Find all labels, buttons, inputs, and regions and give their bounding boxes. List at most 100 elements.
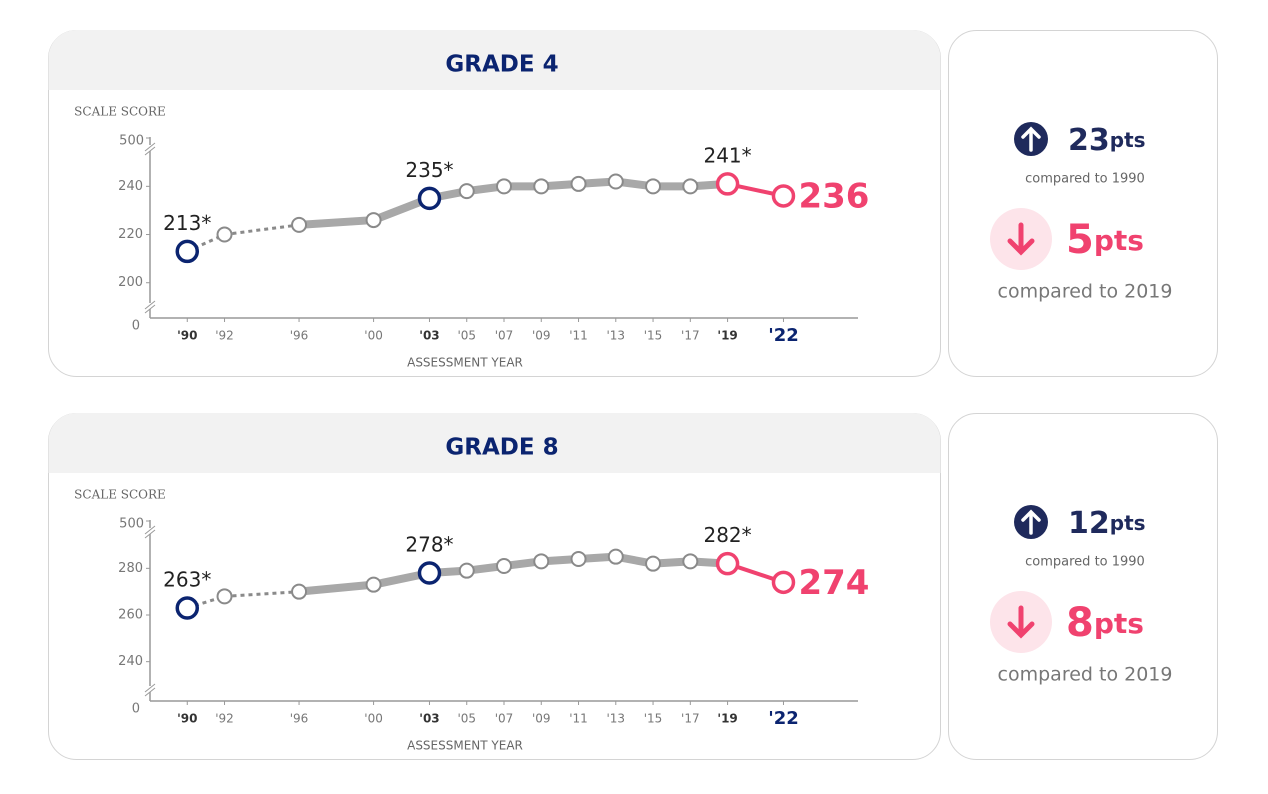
data-point [533, 178, 550, 195]
x-tick-label: '00 [364, 329, 383, 343]
x-tick-label: '13 [607, 712, 626, 726]
axis-break [144, 300, 156, 310]
y-tick-label: 500 [119, 517, 144, 532]
x-tick-label: '09 [532, 329, 551, 343]
down-caption: compared to 2019 [998, 281, 1173, 303]
x-axis-label: ASSESSMENT YEAR [407, 356, 523, 370]
up-value: 12 [1068, 506, 1110, 541]
summary-card [948, 30, 1218, 377]
up-change: 12pts [1068, 506, 1146, 541]
up-value: 23 [1068, 123, 1110, 158]
x-tick-label: '90 [177, 712, 197, 726]
card-header [48, 413, 941, 473]
y-tick-label: 0 [132, 319, 140, 334]
x-tick-label: '03 [419, 329, 439, 343]
x-tick-label: '03 [419, 712, 439, 726]
x-tick-label: '19 [717, 712, 737, 726]
down-arrow [1007, 222, 1035, 256]
y-tick-label: 200 [118, 275, 143, 290]
y-tick-label: 500 [119, 134, 144, 149]
data-point [291, 216, 308, 233]
x-tick-label: '90 [177, 329, 197, 343]
x-tick-label: '17 [681, 329, 700, 343]
x-tick-label: '96 [290, 712, 309, 726]
line-segment [295, 580, 378, 596]
data-point [715, 172, 740, 196]
data-point [458, 183, 475, 200]
axis-break [144, 146, 156, 156]
x-tick-label: '07 [495, 329, 514, 343]
data-point [496, 558, 512, 574]
x-tick-label: '19 [717, 329, 737, 343]
axis-break [144, 529, 156, 539]
data-point [771, 570, 796, 595]
down-arrow [1007, 605, 1035, 639]
x-tick-label: '92 [215, 329, 234, 343]
axis-break [144, 525, 156, 535]
up-caption: compared to 1990 [1025, 555, 1145, 570]
down-caption: compared to 2019 [998, 664, 1173, 686]
axis-break-gap [144, 303, 156, 309]
x-tick-label: '17 [681, 712, 700, 726]
data-point [216, 588, 233, 605]
up-caption: compared to 1990 [1025, 172, 1145, 187]
data-point [533, 553, 550, 570]
card-header [48, 30, 941, 90]
x-tick-label: '13 [607, 329, 626, 343]
axis-break [144, 683, 156, 693]
data-point [365, 576, 382, 593]
y-axis-label: SCALE SCORE [74, 105, 166, 119]
x-tick-label: '07 [495, 712, 514, 726]
data-point [570, 551, 587, 567]
axis-break [144, 142, 156, 152]
down-unit: pts [1094, 607, 1144, 640]
x-tick-label: '00 [364, 712, 383, 726]
up-change: 23pts [1068, 123, 1146, 158]
y-axis-label: SCALE SCORE [74, 488, 166, 502]
value-label: 241* [703, 143, 751, 167]
data-point [291, 583, 308, 600]
y-tick-label: 240 [118, 654, 143, 669]
data-point [417, 186, 442, 211]
data-point [682, 553, 699, 570]
x-tick-label: '22 [768, 325, 799, 346]
x-tick-label: '05 [457, 712, 476, 726]
up-arrow [1021, 126, 1041, 152]
data-point [175, 239, 200, 264]
x-tick-label: '11 [569, 712, 588, 726]
x-tick-label: '15 [644, 329, 663, 343]
data-point [570, 175, 587, 192]
x-tick-label: '11 [569, 329, 588, 343]
y-tick-label: 280 [118, 561, 143, 576]
axis-break-gap [144, 686, 156, 692]
latest-value-label: 274 [798, 563, 869, 603]
value-label: 213* [163, 211, 211, 235]
axis-break-gap [144, 528, 156, 534]
value-label: 282* [703, 523, 751, 547]
down-change: 8pts [1066, 600, 1144, 646]
chart-title: GRADE 8 [445, 435, 558, 461]
data-point [645, 178, 662, 195]
down-value: 5 [1066, 217, 1094, 263]
x-tick-label: '96 [290, 329, 309, 343]
x-tick-label: '09 [532, 712, 551, 726]
axis-break-gap [144, 145, 156, 151]
up-unit: pts [1110, 511, 1146, 535]
value-label: 263* [163, 568, 211, 592]
up-arrow [1021, 509, 1041, 535]
x-tick-label: '15 [644, 712, 663, 726]
x-tick-label: '05 [457, 329, 476, 343]
axis-break [144, 304, 156, 314]
value-label: 278* [405, 533, 453, 557]
down-value: 8 [1066, 600, 1094, 646]
data-point [417, 561, 442, 585]
data-point [216, 226, 233, 243]
summary-card [948, 413, 1218, 760]
y-tick-label: 240 [118, 179, 143, 194]
data-point [682, 178, 699, 195]
data-point [607, 548, 624, 565]
value-label: 235* [405, 158, 453, 182]
x-tick-label: '22 [768, 708, 799, 729]
data-point [496, 178, 512, 195]
